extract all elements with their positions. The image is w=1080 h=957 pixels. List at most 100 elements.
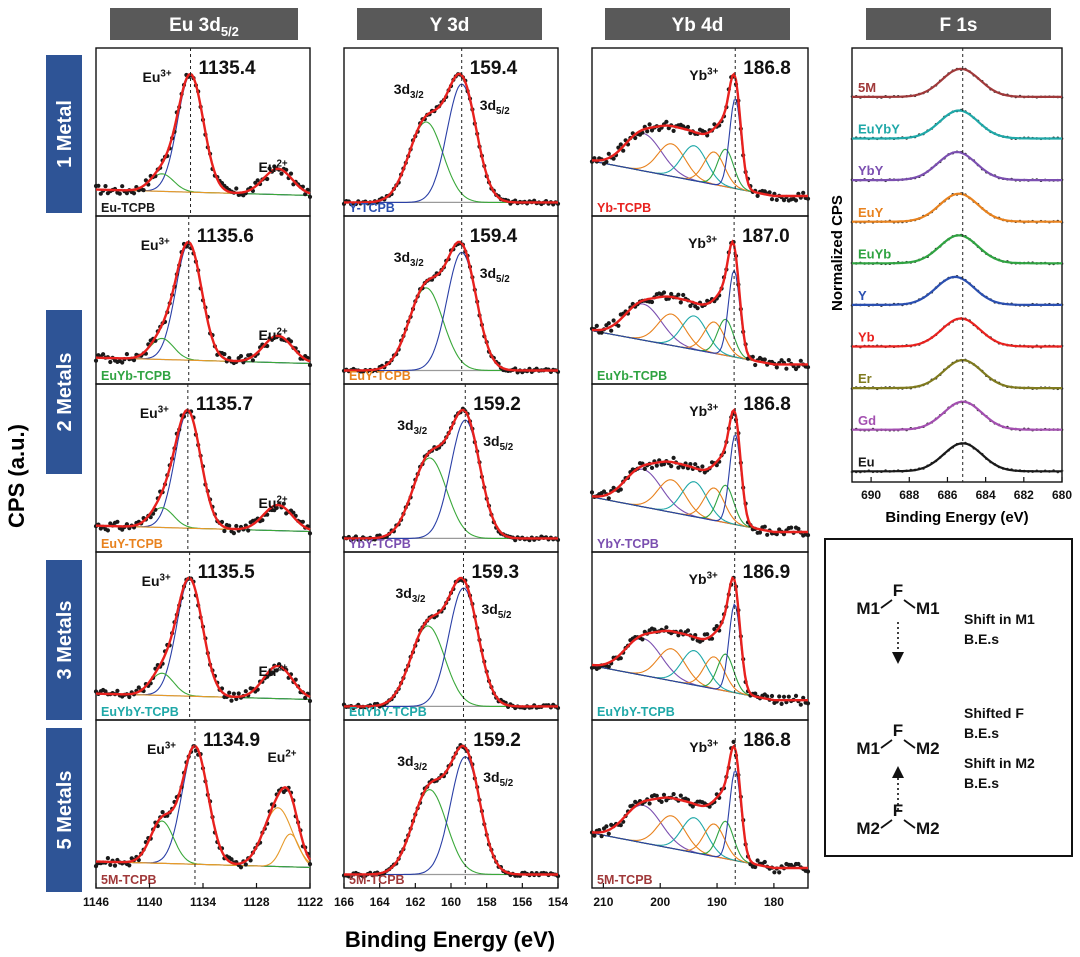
data-point [274,505,279,510]
sample-label: EuYbY-TCPB [349,705,427,719]
fit-component-3 [95,807,311,866]
data-point [267,166,272,171]
data-point [131,191,137,196]
bonding-diagram: M1 F M1 M1 F M2 M2 F M2 Shift in M1 B.E.s Shifted F… [824,538,1073,857]
eu2-label: Eu2+ [267,748,296,765]
data-point [731,739,736,745]
data-point [784,366,789,371]
f1s-series-label: Yb [858,330,875,345]
fit-component-2 [344,755,558,876]
data-point [127,694,132,700]
data-point [757,530,763,535]
x-tick-label: 154 [548,895,568,909]
x-axis-title: Binding Energy (eV) [345,927,555,952]
row-labels: 1 Metal 2 Metals 3 Metals 5 Metals [46,55,82,892]
data-point [688,303,693,308]
note-middle-line-2: B.E.s [964,725,999,741]
data-point [222,528,227,534]
fit-component-1 [96,74,310,196]
fit-component-1 [591,132,808,197]
panel-1-5: 1134.9 5M-TCPB Eu3+ Eu2+ 1146 1140 1134 1128 112… [83,719,323,909]
data-point [307,531,313,536]
data-point [767,190,772,195]
sample-label: Yb-TCPB [597,201,651,215]
data-point [103,689,108,694]
data-point [678,793,683,798]
data-point [805,365,811,370]
data-point [227,523,232,528]
data-point [676,465,681,470]
data-point [681,292,686,298]
f1s-trace-Eu: Eu [850,441,1064,474]
fit-component-4 [591,823,808,869]
x-tick-label: 166 [334,895,354,909]
fit-component-3 [591,145,808,197]
data-point [594,323,599,328]
column-header-1-label: Eu 3d5/2 [169,15,239,39]
data-point [661,462,667,467]
fit-component-3 [591,315,808,365]
data-point [115,688,120,694]
x-tick-label: 1140 [136,895,162,909]
data-point [762,357,767,362]
peak-3d52-label: 3d5/2 [483,769,514,789]
panel-frame [343,47,559,217]
data-point [765,694,770,699]
eu3-label: Eu3+ [147,740,176,757]
panel-frame [591,719,809,889]
data-point [649,465,655,470]
f1s-y-axis-title: Normalized CPS [829,195,846,311]
peak-value-label: 1134.9 [203,730,260,751]
f1s-frame [851,47,1063,483]
eu3-label: Eu3+ [141,236,170,253]
fit-envelope [344,72,558,204]
data-point [779,701,784,707]
x-tick-label: 160 [441,895,461,909]
data-point [601,489,607,494]
data-point [805,701,811,706]
data-point [127,863,132,868]
panel-1-3: 1135.7 EuY-TCPB Eu3+ Eu2+ [93,383,313,553]
fit-component-6 [591,770,808,869]
data-point [236,691,241,696]
peak-3d32-label: 3d3/2 [395,585,426,605]
fit-envelope [96,72,311,195]
note-bottom-line-1: Shift in M2 [964,755,1035,771]
data-point [786,358,791,363]
panel-3-3: 186.8 YbY-TCPB Yb3+ [589,383,811,553]
diagram-top-bond-left [880,599,893,609]
data-point [805,196,811,201]
fit-envelope [96,408,311,531]
panel-3-5: 186.8 5M-TCPB Yb3+ 210 200 190 180 [589,719,811,909]
data-point [248,858,253,863]
data-point [789,525,794,530]
x-tick-label: 162 [405,895,425,909]
sample-label: EuY-TCPB [101,537,163,551]
data-point [781,694,787,699]
data-point [599,330,604,335]
data-point [120,360,125,365]
data-point [238,865,244,870]
f1s-line [852,150,1062,182]
data-point [599,834,604,839]
panel-3-2: 187.0 EuYb-TCPB Yb3+ [589,215,811,385]
data-point [664,625,669,630]
diagram-bottom-bond: M2 F M2 [856,801,939,838]
sample-label: 5M-TCPB [101,873,157,887]
data-point [801,695,806,700]
x-tick-label: 1134 [190,895,216,909]
panel-2-4: 159.3 EuYbY-TCPB 3d3/2 3d5/2 [341,551,561,721]
fit-envelope [95,576,311,698]
sample-label: YbY-TCPB [597,537,659,551]
data-point [604,159,609,164]
data-point [243,862,248,867]
data-point [222,352,227,357]
panel-frame [343,551,559,721]
data-point [661,290,667,295]
peak-value-label: 159.3 [471,562,519,583]
data-point [695,306,700,311]
data-point [592,833,597,838]
data-point [124,191,129,196]
data-point [671,792,676,797]
row-label-4: 5 Metals [54,771,76,850]
